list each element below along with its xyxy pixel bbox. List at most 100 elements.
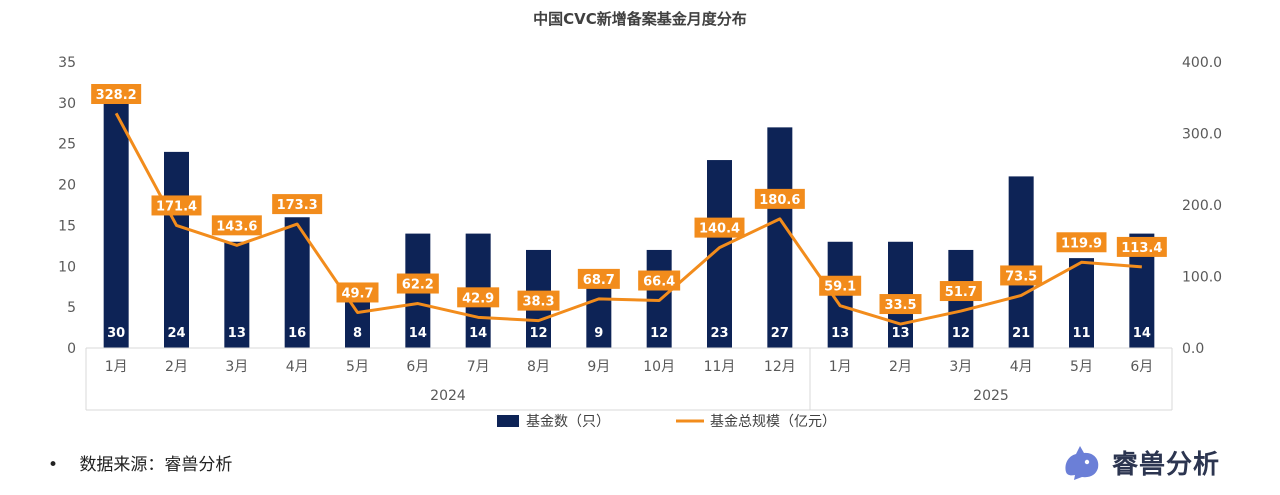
bar-value-label: 21 (1012, 326, 1030, 341)
line-value-box (336, 282, 379, 303)
x-tick-label: 2月 (889, 359, 912, 375)
bar (1008, 176, 1034, 348)
bar-value-label: 13 (891, 326, 909, 341)
bar-value-label: 9 (594, 326, 603, 341)
line-value-label: 33.5 (879, 294, 922, 315)
x-tick-label: 10月 (643, 359, 675, 375)
line-value-box (694, 217, 745, 238)
bar-value-label: 12 (529, 326, 547, 341)
line-value-box (577, 268, 620, 289)
y-right-tick-label: 0.0 (1182, 341, 1204, 357)
x-tick-label: 4月 (286, 359, 309, 375)
bar-value-label: 16 (288, 326, 306, 341)
line-value-text: 143.6 (216, 219, 257, 234)
x-tick-label: 8月 (527, 359, 550, 375)
line-value-box (1116, 236, 1167, 257)
bar (164, 151, 189, 348)
x-tick-label: 6月 (1130, 359, 1153, 375)
line-value-text: 51.7 (945, 285, 977, 300)
line-value-label: 42.9 (457, 287, 500, 308)
line-value-text: 328.2 (96, 88, 137, 103)
legend-line-label: 基金总规模（亿元） (710, 413, 836, 430)
y-right-tick-label: 100.0 (1182, 270, 1222, 286)
line-value-text: 173.3 (277, 198, 318, 213)
bar-value-label: 24 (167, 326, 185, 341)
line-value-label: 38.3 (517, 290, 560, 311)
line-value-box (91, 84, 142, 104)
y-right-tick-label: 400.0 (1182, 55, 1222, 71)
line-value-box (638, 270, 681, 291)
line-series (114, 112, 1142, 326)
line-value-box (517, 290, 560, 311)
line-value-box (1056, 232, 1107, 253)
line-value-label: 68.7 (577, 268, 620, 289)
line-value-box (396, 273, 439, 294)
bar (224, 241, 250, 348)
line-value-text: 171.4 (156, 199, 197, 214)
bar-value-label: 30 (107, 326, 125, 341)
legend-bar-label: 基金数（只） (526, 413, 610, 430)
y-left-tick-label: 25 (58, 137, 76, 153)
bar-value-label: 12 (952, 326, 970, 341)
x-tick-label: 5月 (346, 359, 369, 375)
legend-bar-swatch (497, 415, 519, 427)
line-value-label: 171.4 (151, 195, 202, 216)
bar-value-label: 8 (353, 326, 362, 341)
y-right-tick-label: 200.0 (1182, 198, 1222, 214)
line-value-text: 140.4 (699, 222, 740, 237)
year-group-label: 2025 (973, 388, 1009, 404)
bar (767, 127, 793, 348)
line-value-label: 180.6 (754, 188, 805, 209)
line-value-text: 38.3 (522, 295, 554, 310)
line-value-box (272, 194, 323, 215)
chart-title: 中国CVC新增备案基金月度分布 (533, 10, 747, 28)
line-value-text: 113.4 (1121, 241, 1162, 256)
line-value-box (754, 188, 805, 209)
x-tick-label: 3月 (949, 359, 972, 375)
x-tick-label: 5月 (1070, 359, 1093, 375)
y-left-tick-label: 35 (58, 55, 76, 71)
x-tick-label: 7月 (467, 359, 490, 375)
x-tick-label: 9月 (587, 359, 610, 375)
line-value-text: 68.7 (583, 273, 615, 288)
chart-legend: 基金数（只） 基金总规模（亿元） (497, 413, 836, 430)
y-left-tick-label: 20 (58, 178, 76, 194)
x-tick-label: 11月 (704, 359, 736, 375)
bar (284, 217, 310, 348)
y-left-tick-label: 10 (58, 259, 76, 275)
x-tick-label: 12月 (764, 359, 796, 375)
line-value-label: 73.5 (1000, 265, 1043, 286)
line-value-box (211, 215, 262, 236)
line-value-label: 328.2 (91, 84, 142, 104)
line-value-text: 33.5 (884, 298, 916, 313)
bullet: • (48, 455, 59, 475)
y-right-tick-label: 300.0 (1182, 127, 1222, 143)
bar (103, 102, 129, 348)
bar-value-label: 11 (1072, 326, 1090, 341)
line-value-label: 59.1 (819, 275, 862, 296)
line-value-box (939, 281, 982, 302)
x-tick-label: 4月 (1010, 359, 1033, 375)
x-tick-label: 2月 (165, 359, 188, 375)
line-value-label: 51.7 (939, 281, 982, 302)
brand-mascot-icon (1065, 446, 1099, 480)
bar-value-label: 12 (650, 326, 668, 341)
line-value-text: 180.6 (759, 193, 800, 208)
line-value-box (879, 294, 922, 315)
bar-value-label: 14 (409, 326, 427, 341)
line-value-label: 173.3 (272, 194, 323, 215)
x-tick-label: 1月 (105, 359, 128, 375)
bar-value-label: 23 (710, 326, 728, 341)
x-tick-label: 3月 (225, 359, 248, 375)
bar-value-label: 13 (831, 326, 849, 341)
line-value-label: 49.7 (336, 282, 379, 303)
line-value-text: 119.9 (1061, 236, 1102, 251)
x-tick-label: 6月 (406, 359, 429, 375)
line-value-label: 66.4 (638, 270, 681, 291)
line-value-text: 62.2 (402, 278, 434, 293)
line-value-label: 140.4 (694, 217, 745, 238)
y-left-tick-label: 15 (58, 218, 76, 234)
line-value-text: 59.1 (824, 280, 856, 295)
x-tick-label: 1月 (829, 359, 852, 375)
brand-name: 睿兽分析 (1112, 449, 1221, 480)
